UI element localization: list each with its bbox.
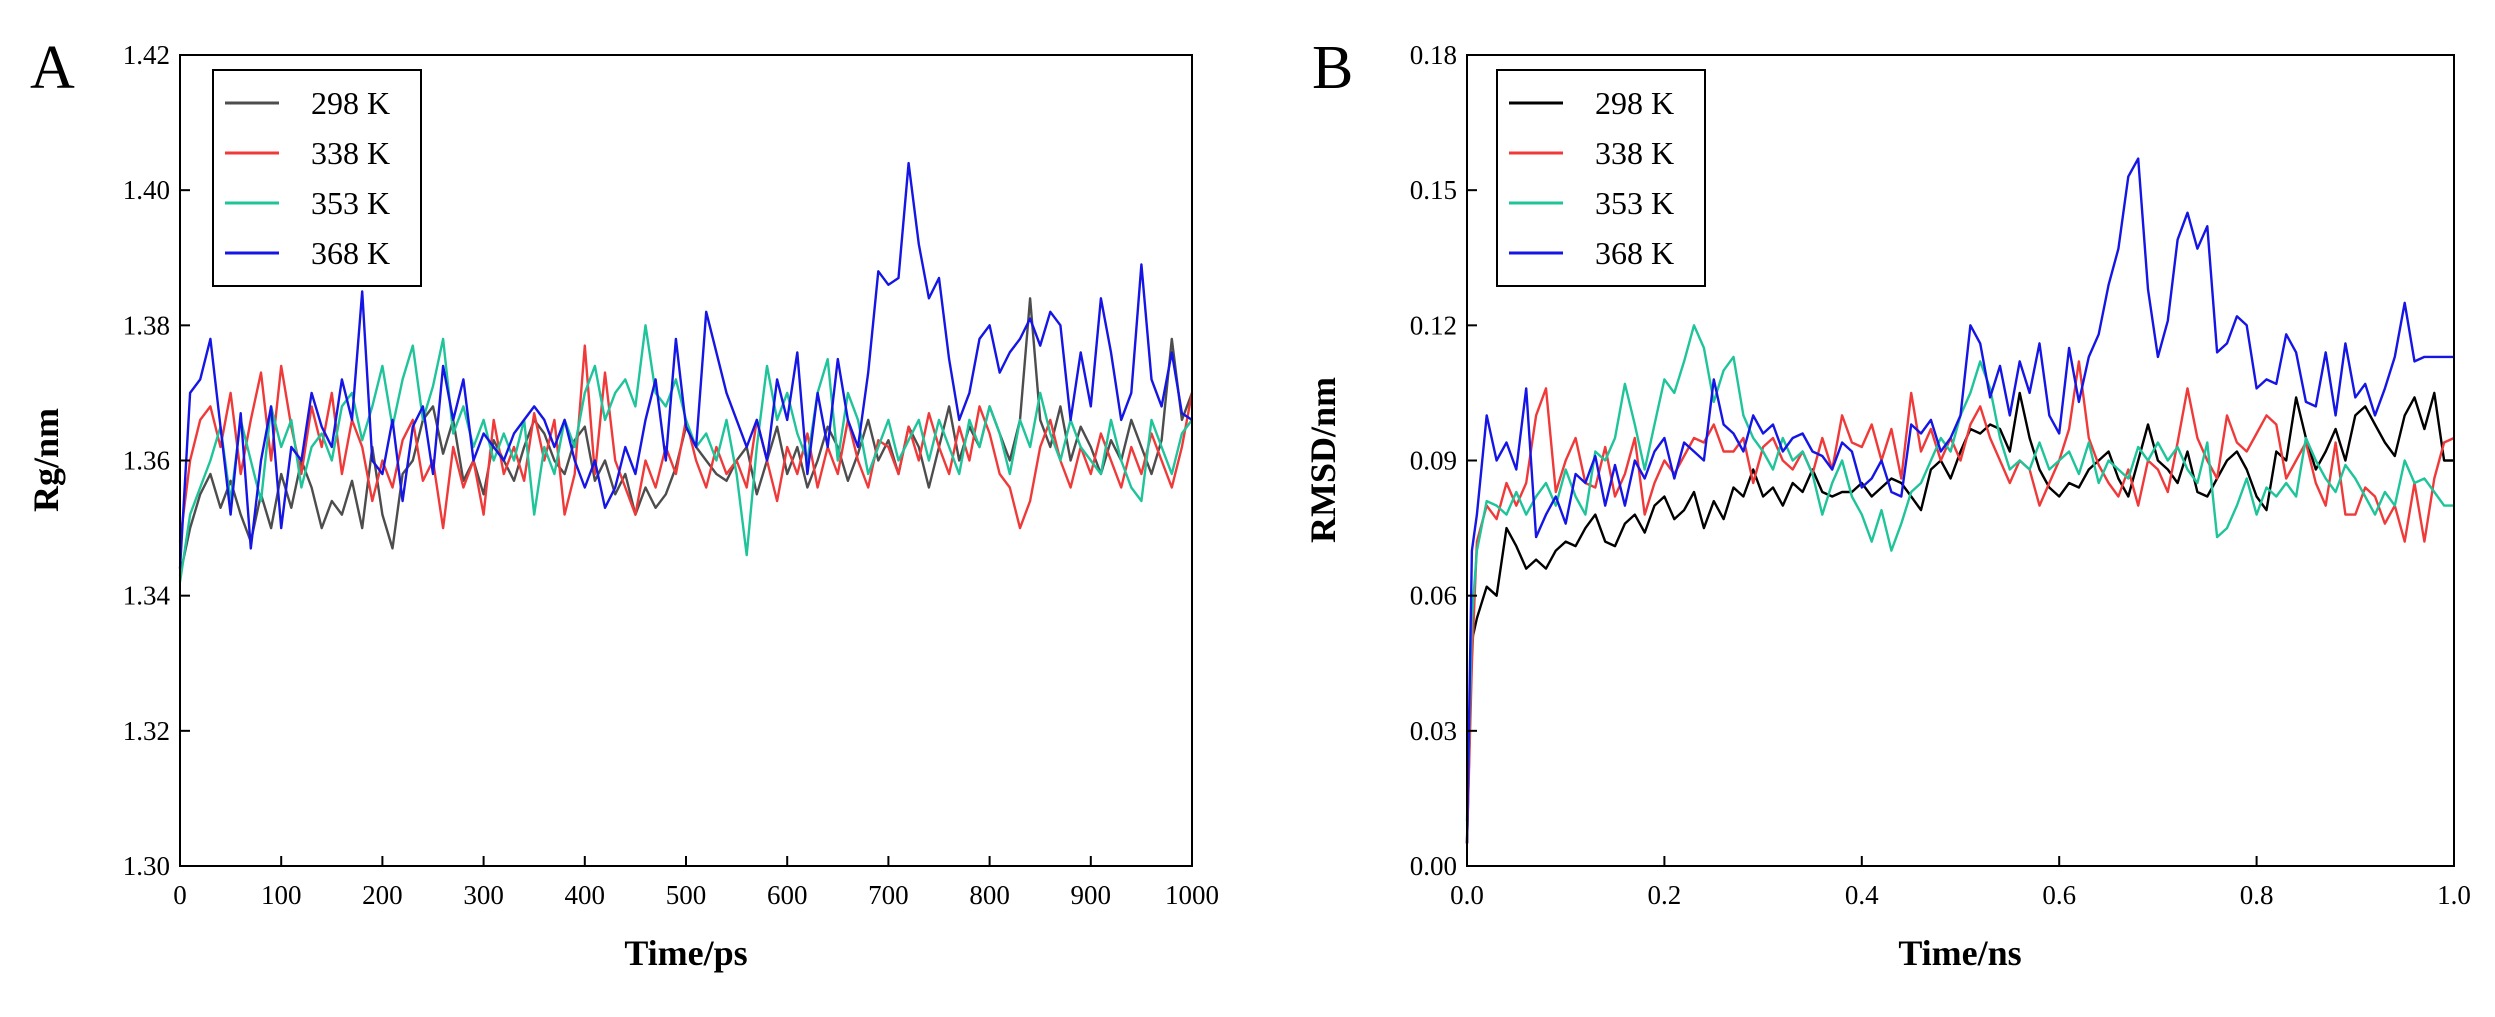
x-tick-label-a-5: 500	[666, 880, 707, 910]
x-tick-label-a-6: 600	[767, 880, 808, 910]
legend-a: 298 K 338 K 353 K 368 K	[212, 69, 422, 287]
series-line-a-3	[178, 161, 1193, 569]
x-tick-label-b-0: 0.0	[1450, 880, 1484, 910]
y-axis-a: 1.30 1.32 1.34 1.36 1.38 1.40 1.42	[123, 40, 190, 881]
y-tick-label-a-2: 1.34	[123, 581, 171, 611]
chart-a: A 1.30 1.32 1.34 1.36 1.38 1.40 1.42 0 100 200 30…	[26, 34, 1219, 973]
series-line-b-0	[1465, 391, 2454, 844]
y-tick-label-b-6: 0.18	[1410, 40, 1457, 70]
x-tick-label-a-10: 1000	[1165, 880, 1219, 910]
x-tick-label-b-4: 0.8	[2240, 880, 2274, 910]
x-tick-label-a-3: 300	[463, 880, 504, 910]
legend-b: 298 K 338 K 353 K 368 K	[1496, 69, 1706, 287]
x-axis-title-b: Time/ns	[1898, 933, 2021, 973]
y-tick-label-b-4: 0.12	[1410, 310, 1457, 340]
y-axis-title-a: Rg/nm	[26, 408, 66, 512]
series-line-b-3	[1465, 157, 2454, 844]
y-tick-label-b-5: 0.15	[1410, 175, 1457, 205]
y-axis-title-b: RMSD/nm	[1303, 377, 1343, 543]
legend-label-a-0: 298 K	[311, 85, 390, 121]
x-tick-label-a-8: 800	[969, 880, 1010, 910]
x-tick-label-a-2: 200	[362, 880, 403, 910]
y-tick-label-b-2: 0.06	[1410, 581, 1457, 611]
y-tick-label-b-3: 0.09	[1410, 446, 1457, 476]
x-tick-label-b-5: 1.0	[2437, 880, 2471, 910]
legend-box-b	[1496, 69, 1706, 287]
series-line-a-2	[178, 324, 1193, 583]
y-tick-label-a-5: 1.40	[123, 175, 170, 205]
x-tick-label-b-1: 0.2	[1648, 880, 1682, 910]
legend-label-b-2: 353 K	[1595, 185, 1674, 221]
series-line-b-2	[1465, 324, 2454, 821]
panel-label-a: A	[30, 34, 75, 102]
y-axis-b: 0.00 0.03 0.06 0.09 0.12 0.15 0.18	[1410, 40, 1477, 881]
chart-b: B 0.00 0.03 0.06 0.09 0.12 0.15 0.18 0.0 0.2 0.4…	[1303, 34, 2471, 973]
y-tick-label-a-3: 1.36	[123, 446, 170, 476]
legend-label-b-0: 298 K	[1595, 85, 1674, 121]
x-axis-a: 0 100 200 300 400 500 600 700 800 900 1000	[173, 856, 1219, 910]
x-axis-b: 0.0 0.2 0.4 0.6 0.8 1.0	[1450, 856, 2471, 910]
legend-label-a-1: 338 K	[311, 135, 390, 171]
y-tick-label-a-6: 1.42	[123, 40, 170, 70]
legend-box-a	[212, 69, 422, 287]
y-tick-label-b-0: 0.00	[1410, 851, 1457, 881]
x-tick-label-a-1: 100	[261, 880, 302, 910]
series-line-b-1	[1465, 360, 2455, 844]
y-tick-label-a-1: 1.32	[123, 716, 170, 746]
series-line-a-0	[178, 297, 1194, 576]
x-tick-label-a-9: 900	[1071, 880, 1112, 910]
legend-label-b-3: 368 K	[1595, 235, 1674, 271]
legend-label-a-2: 353 K	[311, 185, 390, 221]
x-tick-label-a-4: 400	[565, 880, 606, 910]
panel-label-b: B	[1312, 34, 1353, 102]
y-tick-label-a-0: 1.30	[123, 851, 170, 881]
x-tick-label-b-2: 0.4	[1845, 880, 1879, 910]
plot-area-a	[178, 161, 1194, 583]
legend-label-a-3: 368 K	[311, 235, 390, 271]
x-tick-label-a-7: 700	[868, 880, 909, 910]
plot-area-b	[1465, 157, 2455, 844]
y-tick-label-a-4: 1.38	[123, 310, 170, 340]
legend-label-b-1: 338 K	[1595, 135, 1674, 171]
x-axis-title-a: Time/ps	[624, 933, 747, 973]
x-tick-label-b-3: 0.6	[2042, 880, 2076, 910]
x-tick-label-a-0: 0	[173, 880, 187, 910]
y-tick-label-b-1: 0.03	[1410, 716, 1457, 746]
